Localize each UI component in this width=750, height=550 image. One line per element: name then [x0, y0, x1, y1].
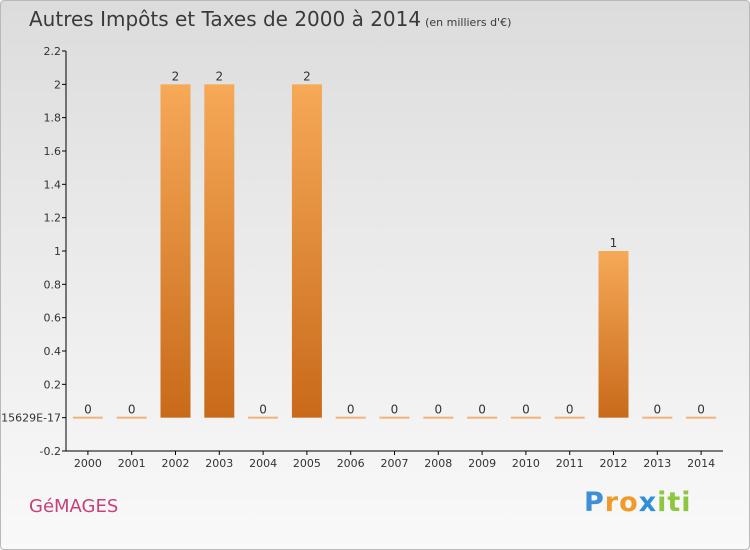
data-label: 0 — [653, 403, 661, 417]
bar — [248, 416, 279, 419]
data-label: 0 — [84, 403, 92, 417]
commune-name: GéMAGES — [29, 496, 119, 517]
bar — [554, 416, 585, 419]
bar — [379, 416, 410, 419]
logo-letter: o — [619, 487, 639, 518]
data-label: 0 — [347, 403, 355, 417]
data-label: 0 — [391, 403, 399, 417]
y-tick-label: 0.2 — [44, 378, 62, 391]
y-tick-label: 0.6 — [44, 312, 62, 325]
data-label: 0 — [522, 403, 530, 417]
proxiti-logo: Proxiti — [584, 487, 692, 518]
x-tick-label: 2006 — [337, 457, 365, 470]
logo-letter: P — [584, 487, 605, 518]
data-label: 0 — [128, 403, 136, 417]
data-label: 0 — [566, 403, 574, 417]
x-tick-label: 2001 — [118, 457, 146, 470]
data-label: 0 — [434, 403, 442, 417]
x-tick-label: 2002 — [162, 457, 190, 470]
x-tick-label: 2005 — [293, 457, 321, 470]
bar — [160, 84, 191, 418]
bar — [291, 84, 322, 418]
x-tick-label: 2013 — [643, 457, 671, 470]
y-tick-label: 1 — [54, 245, 61, 258]
x-tick-label: 2008 — [424, 457, 452, 470]
x-tick-label: 2010 — [512, 457, 540, 470]
data-label: 0 — [259, 403, 267, 417]
logo-letter: x — [638, 487, 658, 518]
x-tick-label: 2007 — [381, 457, 409, 470]
y-tick-label: -15629E-17 — [1, 412, 61, 425]
bar — [642, 416, 673, 419]
bar — [116, 416, 147, 419]
bar — [598, 251, 629, 418]
chart-title: Autres Impôts et Taxes de 2000 à 2014 (en… — [29, 7, 511, 31]
x-tick-label: 2014 — [687, 457, 715, 470]
bar — [72, 416, 103, 419]
x-tick-label: 2011 — [556, 457, 584, 470]
bar — [686, 416, 717, 419]
y-tick-label: 0.4 — [44, 345, 62, 358]
x-tick-label: 2003 — [205, 457, 233, 470]
logo-letter: r — [604, 487, 620, 518]
logo-letter: i — [681, 487, 692, 518]
bar — [204, 84, 235, 418]
logo-letter: t — [667, 487, 682, 518]
y-tick-label: 1.2 — [44, 212, 62, 225]
bar — [335, 416, 366, 419]
y-tick-label: 1.4 — [44, 178, 62, 191]
chart-title-text: Autres Impôts et Taxes de 2000 à 2014 — [29, 7, 422, 31]
chart-subtitle: (en milliers d'€) — [425, 16, 512, 29]
data-label: 1 — [610, 236, 618, 250]
y-tick-label: 1.8 — [44, 112, 62, 125]
data-label: 0 — [478, 403, 486, 417]
y-tick-label: 1.6 — [44, 145, 62, 158]
bar — [467, 416, 498, 419]
bar — [423, 416, 454, 419]
x-tick-label: 2009 — [468, 457, 496, 470]
bar — [510, 416, 541, 419]
y-tick-label: 0.8 — [44, 278, 62, 291]
data-label: 2 — [172, 69, 180, 83]
y-tick-label: -0.2 — [40, 445, 61, 458]
x-tick-label: 2000 — [74, 457, 102, 470]
logo-letter: i — [657, 487, 668, 518]
data-label: 2 — [303, 69, 311, 83]
y-tick-label: 2.2 — [44, 45, 62, 58]
x-tick-label: 2012 — [600, 457, 628, 470]
data-label: 0 — [697, 403, 705, 417]
x-tick-label: 2004 — [249, 457, 277, 470]
data-label: 2 — [215, 69, 223, 83]
y-tick-label: 2 — [54, 78, 61, 91]
